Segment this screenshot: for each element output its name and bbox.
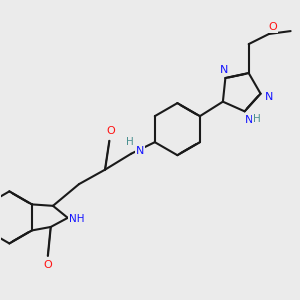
Text: N: N <box>136 146 144 156</box>
Text: H: H <box>253 114 261 124</box>
Text: O: O <box>44 260 52 270</box>
Text: O: O <box>268 22 277 32</box>
Text: NH: NH <box>69 214 84 224</box>
Text: O: O <box>106 126 115 136</box>
Text: H: H <box>126 136 134 147</box>
Text: N: N <box>265 92 273 102</box>
Text: N: N <box>220 65 228 75</box>
Text: N: N <box>245 115 253 125</box>
